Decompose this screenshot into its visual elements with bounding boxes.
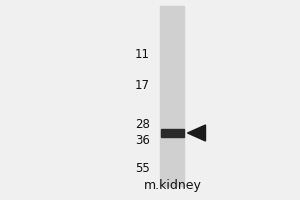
Text: m.kidney: m.kidney <box>144 179 201 192</box>
Text: 55: 55 <box>135 162 150 176</box>
Text: 28: 28 <box>135 118 150 132</box>
Bar <box>161 129 184 137</box>
Text: 17: 17 <box>135 79 150 92</box>
Polygon shape <box>188 125 206 141</box>
Text: 36: 36 <box>135 134 150 148</box>
Text: 11: 11 <box>135 47 150 60</box>
Bar <box>160 6 184 186</box>
